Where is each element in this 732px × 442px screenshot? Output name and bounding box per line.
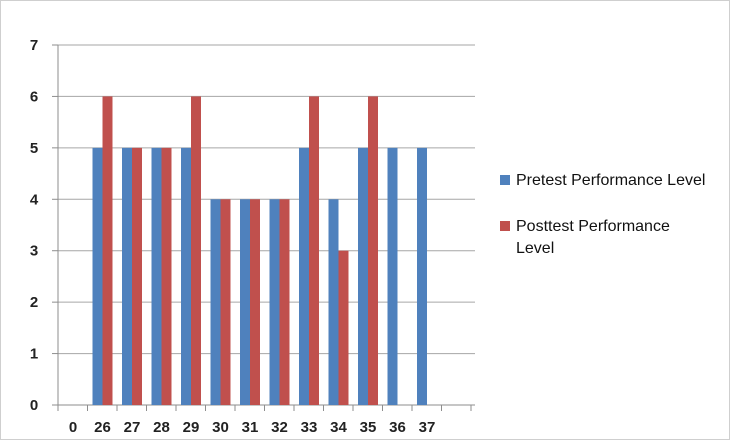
bar-posttest-27: [132, 147, 142, 405]
y-tick-label-1: 1: [30, 346, 38, 363]
legend-label-posttest: Posttest Performance Level: [516, 218, 670, 257]
legend-label-pretest: Pretest Performance Level: [516, 172, 706, 189]
bar-pretest-31: [240, 199, 250, 405]
bar-posttest-33: [309, 96, 319, 405]
bar-pretest-30: [210, 199, 221, 405]
y-tick-label-6: 6: [30, 88, 38, 105]
x-tick-label-37: 37: [419, 419, 436, 436]
x-tick-label-29: 29: [183, 419, 200, 436]
y-tick-label-7: 7: [30, 37, 38, 54]
axis-layer: [52, 44, 472, 411]
x-tick-label-0: 0: [69, 419, 77, 436]
bar-pretest-35: [358, 147, 368, 405]
x-tick-label-35: 35: [360, 419, 377, 436]
legend-item-pretest: Pretest Performance Level: [500, 170, 720, 192]
bar-posttest-35: [368, 96, 378, 405]
y-tick-label-3: 3: [30, 243, 38, 260]
x-tick-label-33: 33: [301, 419, 318, 436]
bar-pretest-36: [387, 147, 398, 405]
x-tick-label-31: 31: [242, 419, 259, 436]
bar-posttest-30: [220, 199, 231, 405]
bar-posttest-26: [102, 96, 113, 405]
bar-pretest-27: [122, 147, 132, 405]
x-tick-label-36: 36: [389, 419, 406, 436]
x-tick-label-26: 26: [94, 419, 111, 436]
chart-legend: Pretest Performance Level Posttest Perfo…: [500, 170, 720, 284]
x-tick-label-34: 34: [330, 419, 347, 436]
bar-posttest-29: [191, 96, 201, 405]
x-tick-label-32: 32: [271, 419, 288, 436]
bar-posttest-34: [338, 250, 349, 405]
bar-posttest-31: [250, 199, 260, 405]
bar-pretest-26: [92, 147, 103, 405]
bar-pretest-33: [299, 147, 309, 405]
legend-swatch-posttest: [500, 221, 510, 231]
x-tick-label-30: 30: [212, 419, 229, 436]
x-tick-label-28: 28: [153, 419, 170, 436]
legend-swatch-pretest: [500, 175, 510, 185]
bar-posttest-28: [161, 147, 172, 405]
bar-pretest-28: [151, 147, 162, 405]
y-tick-label-0: 0: [30, 397, 38, 414]
y-tick-label-5: 5: [30, 140, 38, 157]
bar-pretest-37: [417, 147, 427, 405]
x-tick-label-27: 27: [124, 419, 141, 436]
bar-pretest-29: [181, 147, 191, 405]
y-tick-label-2: 2: [30, 294, 38, 311]
bar-pretest-34: [328, 199, 339, 405]
bar-pretest-32: [269, 199, 280, 405]
legend-item-posttest: Posttest Performance Level: [500, 216, 720, 260]
grid-layer: [58, 44, 475, 406]
bar-posttest-32: [279, 199, 290, 405]
y-tick-label-4: 4: [30, 191, 39, 208]
bars-layer: [92, 96, 427, 405]
